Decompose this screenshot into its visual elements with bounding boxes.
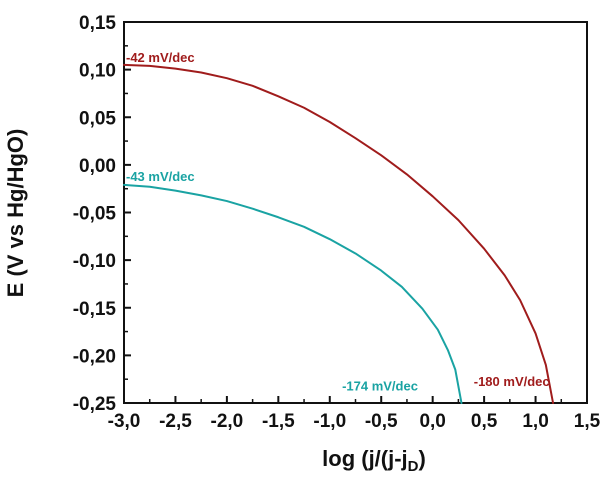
annotation-layer: -42 mV/dec -43 mV/dec -174 mV/dec -180 mV/d… (126, 50, 550, 394)
series-line-1 (123, 63, 555, 404)
y-tick-label: -0,20 (73, 346, 116, 367)
x-tick-label: -3,0 (108, 411, 141, 432)
y-tick-label: 0,05 (79, 108, 116, 129)
x-tick-label: -2,5 (159, 411, 192, 432)
x-axis: -3,0 -2,5 -2,0 -1,5 -1,0 -0,5 0,0 0,5 1,0 1,5 (108, 396, 601, 432)
plot-frame (123, 21, 588, 404)
plot-area (123, 21, 588, 404)
series-layer (123, 63, 555, 404)
x-tick-label: -1,0 (313, 411, 346, 432)
y-tick-label: -0,25 (73, 394, 117, 415)
slope-annotation-1: -42 mV/dec (126, 50, 195, 65)
y-tick-label: 0,15 (79, 13, 116, 34)
y-tick-label: 0,00 (79, 156, 116, 177)
x-tick-label: -0,5 (365, 411, 398, 432)
x-tick-label: -2,0 (211, 411, 244, 432)
x-axis-title-main: log (j/(j-j (322, 446, 408, 471)
slope-annotation-4: -180 mV/dec (474, 374, 550, 389)
x-tick-label: 1,5 (574, 411, 601, 432)
x-axis-title: log (j/(j-jD) (322, 446, 426, 475)
y-tick-label: -0,10 (73, 251, 116, 272)
series-line-2 (123, 183, 463, 404)
x-tick-label: 1,0 (522, 411, 548, 432)
y-tick-label: -0,15 (73, 299, 117, 320)
y-axis-title: E (V vs Hg/HgO) (3, 129, 28, 298)
x-axis-title-subscript: D (408, 458, 419, 475)
x-tick-label: 0,5 (471, 411, 498, 432)
x-tick-label: 0,0 (419, 411, 445, 432)
y-tick-label: 0,10 (79, 61, 116, 82)
y-axis: 0,15 0,10 0,05 0,00 -0,05 -0,10 -0,15 -0,20 -0,2… (73, 13, 131, 415)
slope-annotation-2: -43 mV/dec (126, 169, 195, 184)
x-tick-label: -1,5 (262, 411, 295, 432)
y-tick-label: -0,05 (73, 204, 117, 225)
slope-annotation-3: -174 mV/dec (342, 379, 418, 394)
x-axis-title-close: ) (419, 446, 426, 471)
